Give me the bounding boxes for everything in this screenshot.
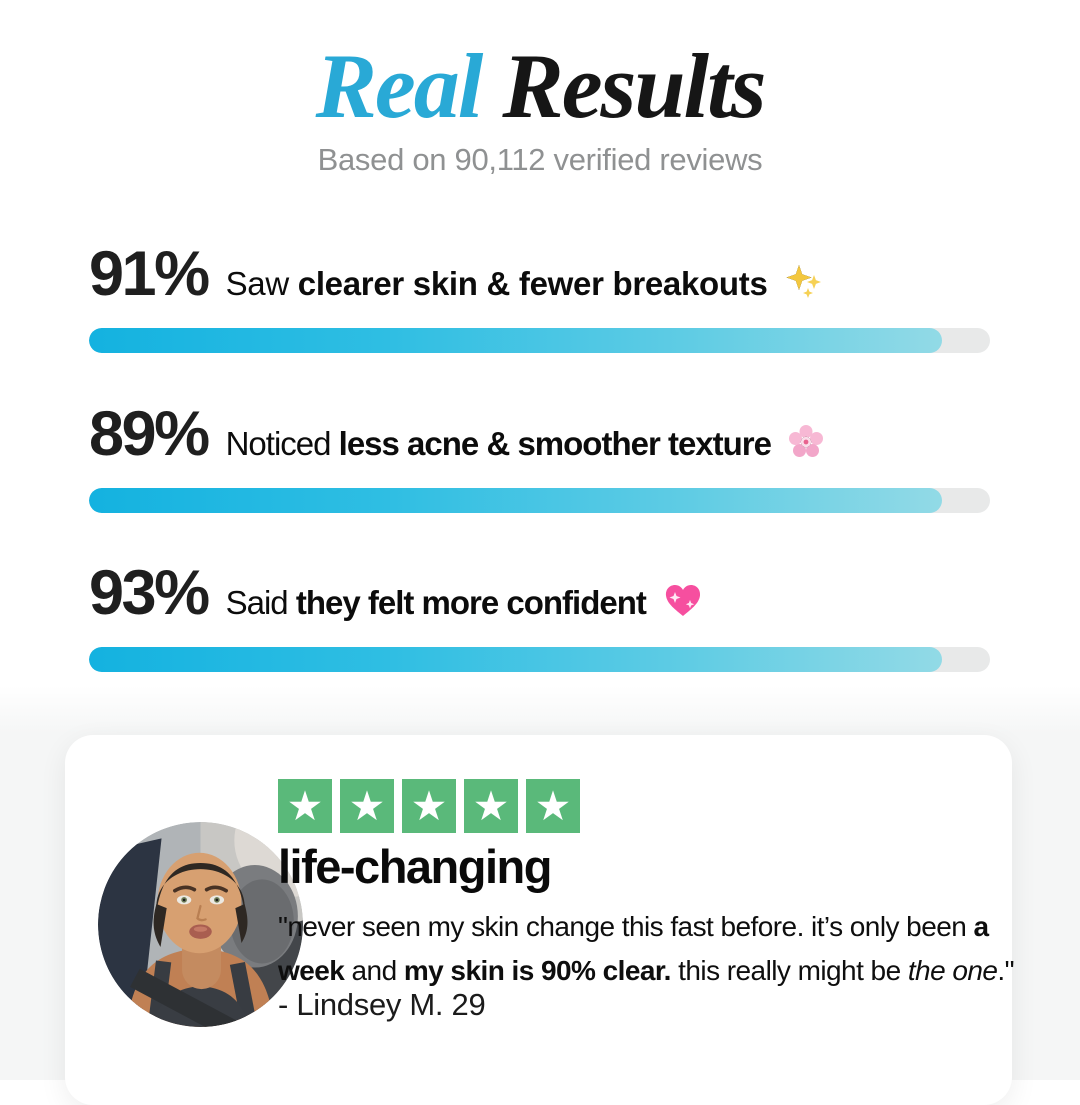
quote-text-italic: the one [907, 955, 998, 986]
sparkling-heart-icon [662, 580, 704, 628]
progress-fill [89, 328, 943, 353]
stat-line: 91% Saw clearer skin & fewer breakouts [89, 238, 824, 310]
stat-label: Noticed less acne & smoother texture [226, 423, 826, 469]
trustpilot-stars: ★ ★ ★ ★ ★ [278, 779, 580, 833]
stat-label-prefix: Saw [225, 265, 290, 302]
sparkles-icon [784, 261, 824, 309]
stat-label-prefix: Said [225, 584, 289, 621]
progress-track [89, 328, 990, 353]
results-header: Real Results Based on 90,112 verified re… [0, 34, 1080, 178]
stat-percent: 91% [89, 239, 210, 309]
progress-track [89, 488, 990, 513]
progress-fill [89, 647, 943, 672]
stat-line: 89% Noticed less acne & smoother texture [89, 398, 825, 470]
stat-label-prefix: Noticed [225, 425, 332, 462]
quote-text: "never seen my skin change this fast bef… [278, 911, 974, 942]
quote-text-bold: a week [278, 911, 989, 986]
trustpilot-star-icon: ★ [278, 779, 332, 833]
quote-text: this really might be [670, 955, 908, 986]
review-card: ★ ★ ★ ★ ★ life-changing "never seen my skin … [65, 735, 1015, 1105]
trustpilot-star-icon: ★ [526, 779, 580, 833]
stat-line: 93% Said they felt more confident [89, 557, 704, 629]
stat-percent: 89% [89, 399, 210, 469]
stat-row-less-acne: 89% Noticed less acne & smoother texture [89, 398, 990, 538]
quote-text: ." [997, 955, 1015, 986]
review-attribution: - Lindsey M. 29 [278, 987, 486, 1022]
stat-row-more-confident: 93% Said they felt more confident [89, 557, 990, 697]
trustpilot-star-icon: ★ [402, 779, 456, 833]
trustpilot-star-icon: ★ [340, 779, 394, 833]
stat-label: Said they felt more confident [226, 580, 704, 628]
stat-label: Saw clearer skin & fewer breakouts [226, 261, 825, 309]
woman-car-selfie-photo [98, 822, 303, 1027]
page-title-accent: Real [315, 35, 484, 137]
stat-label-highlight: less acne & smoother texture [338, 425, 772, 462]
page-title: Real Results [0, 34, 1080, 140]
stat-row-clearer-skin: 91% Saw clearer skin & fewer breakouts [89, 238, 990, 378]
progress-fill [89, 488, 943, 513]
quote-text: and [344, 955, 404, 986]
progress-track [89, 647, 990, 672]
quote-text-bold: my skin is 90% clear. [403, 955, 672, 986]
review-quote: "never seen my skin change this fast bef… [278, 905, 1020, 993]
reviews-subtitle: Based on 90,112 verified reviews [317, 141, 763, 177]
stat-percent: 93% [89, 558, 210, 628]
review-headline: life-changing [278, 840, 552, 893]
cherry-blossom-icon [787, 423, 825, 469]
stat-label-highlight: they felt more confident [295, 584, 647, 621]
page-title-rest: Results [481, 35, 766, 137]
trustpilot-star-icon: ★ [464, 779, 518, 833]
stat-label-highlight: clearer skin & fewer breakouts [297, 265, 768, 302]
